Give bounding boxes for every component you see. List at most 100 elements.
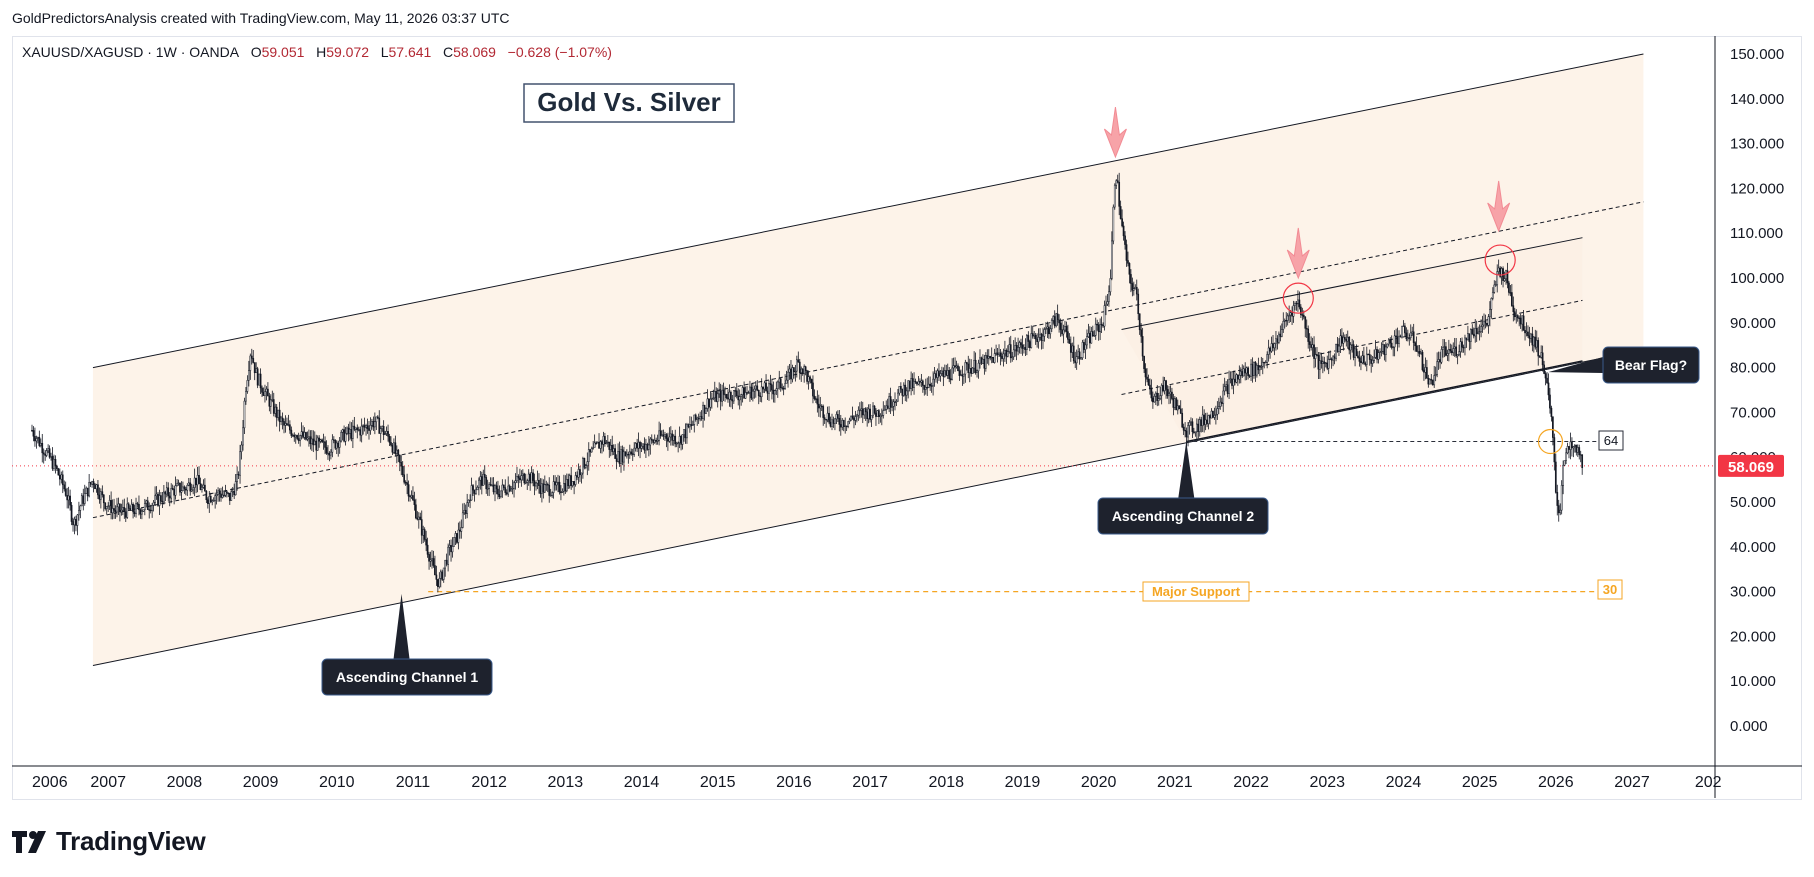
candle-body [696, 417, 699, 420]
candle-body [1018, 342, 1021, 348]
candle-body [1389, 339, 1392, 344]
candle-body [757, 389, 760, 397]
candle-body [1499, 267, 1501, 277]
candle-body [1024, 347, 1027, 350]
candle-body [793, 367, 795, 372]
candle-body [636, 443, 638, 449]
candle-body [801, 368, 804, 375]
candle-body [812, 382, 814, 397]
candle-body [816, 398, 819, 405]
candle-body [766, 390, 769, 394]
candle-body [369, 425, 372, 431]
symbol-legend[interactable]: XAUUSD/XAGUSD · 1W · OANDA O59.051 H59.0… [22, 44, 612, 60]
candle-body [942, 370, 945, 377]
candle-body [1468, 333, 1471, 342]
candle-body [782, 387, 785, 390]
candle-body [1207, 415, 1210, 424]
candle-body [308, 436, 310, 439]
candle-body [1152, 397, 1154, 403]
symbol-name[interactable]: XAUUSD/XAGUSD · 1W · OANDA [22, 44, 240, 60]
candle-body [633, 447, 636, 455]
candle-body [797, 359, 800, 363]
candle-body [349, 429, 351, 434]
callout-bear-flag-text: Bear Flag? [1615, 357, 1687, 373]
candle-body [1319, 360, 1321, 370]
candle-body [690, 424, 693, 426]
candle-body [315, 440, 318, 451]
candle-body [337, 442, 340, 448]
candle-body [1131, 283, 1134, 291]
candle-body [363, 425, 366, 428]
candle-body [523, 473, 526, 484]
candle-body [267, 388, 269, 397]
candle-body [1253, 362, 1255, 376]
candle-body [650, 438, 653, 441]
candle-body [1273, 343, 1276, 349]
candle-body [864, 408, 867, 413]
candle-body [813, 395, 816, 399]
candle-body [1100, 324, 1103, 326]
candle-body [138, 504, 140, 511]
candle-body [878, 410, 880, 417]
candle-body [1515, 315, 1518, 317]
candle-body [184, 488, 187, 491]
candle-body [771, 384, 773, 391]
candle-body [61, 474, 64, 486]
candle-body [1061, 329, 1063, 335]
channel-1-lower-line [92, 349, 1644, 667]
candle-body [694, 414, 697, 420]
candle-body [1324, 362, 1327, 364]
candle-body [400, 462, 403, 467]
candle-body [1118, 181, 1121, 207]
candle-body [960, 374, 962, 376]
candle-body [807, 376, 810, 382]
candle-body [1471, 329, 1474, 335]
candle-body [158, 495, 161, 506]
candle-body [1084, 344, 1087, 350]
candle-body [1475, 328, 1478, 335]
candle-body [1443, 346, 1446, 348]
candle-body [1291, 312, 1293, 317]
candle-body [114, 509, 117, 513]
candle-body [882, 410, 885, 416]
candle-body [1461, 341, 1463, 348]
candle-body [1231, 378, 1233, 386]
candle-body [974, 359, 977, 373]
candle-body [1260, 366, 1263, 368]
candle-body [280, 417, 282, 423]
candle-body [983, 358, 986, 369]
candle-body [1301, 314, 1304, 316]
candle-body [1112, 206, 1115, 242]
candle-body [505, 492, 508, 495]
candle-body [992, 357, 995, 363]
candle-body [278, 409, 281, 423]
candle-body [916, 381, 918, 385]
tradingview-logo[interactable]: TradingView [12, 826, 206, 857]
candle-body [844, 425, 847, 427]
candle-body [1059, 322, 1062, 330]
candle-body [1190, 421, 1192, 423]
candle-body [1217, 406, 1220, 409]
candle-body [1560, 485, 1563, 511]
candle-body [41, 442, 44, 454]
candle-body [923, 385, 926, 390]
candle-body [1544, 373, 1547, 379]
candle-body [948, 370, 951, 379]
candle-body [293, 434, 296, 438]
candle-body [482, 474, 485, 486]
candle-body [464, 509, 467, 514]
candle-body [517, 476, 520, 479]
candle-body [601, 441, 603, 445]
candle-body [1206, 419, 1208, 424]
candle-body [141, 511, 143, 515]
candle-body [488, 484, 490, 489]
candle-body [1524, 330, 1526, 334]
candle-body [602, 436, 605, 445]
candle-body [429, 559, 432, 562]
candle-body [898, 386, 901, 394]
candle-body [1154, 392, 1157, 397]
candle-body [781, 387, 784, 389]
candle-body [419, 516, 422, 520]
candle-body [919, 381, 921, 383]
